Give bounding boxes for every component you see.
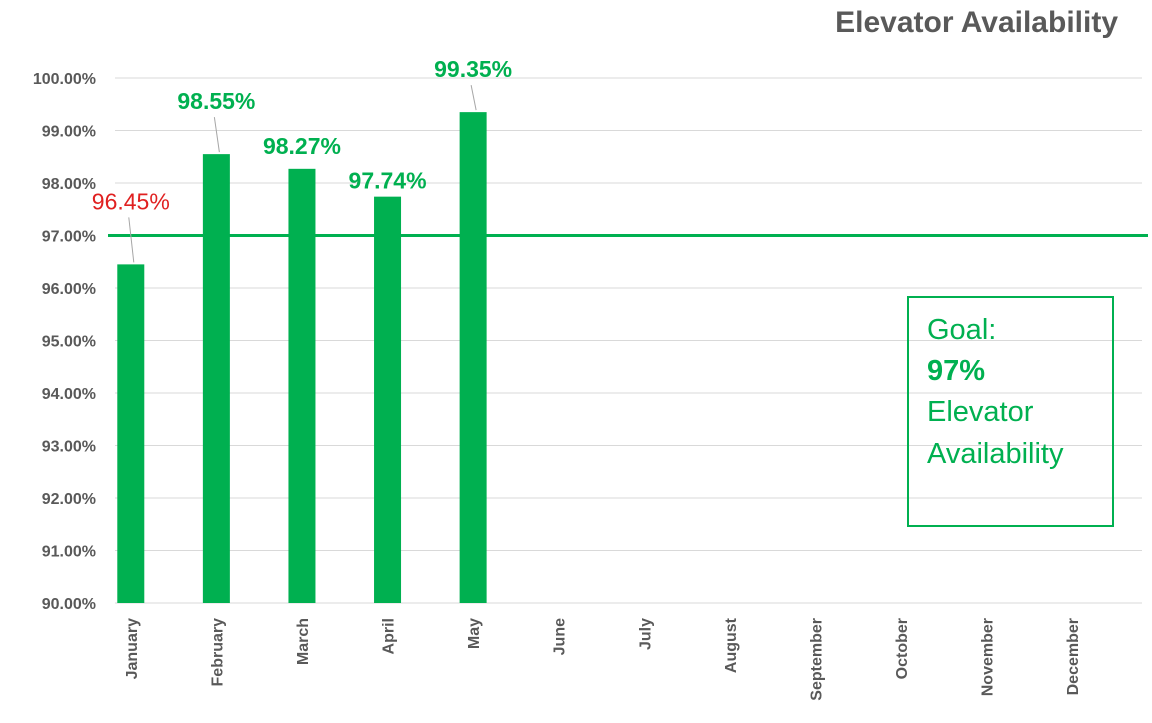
x-tick-label: July (637, 618, 654, 650)
y-tick-label: 98.00% (42, 176, 96, 193)
y-tick-label: 96.00% (42, 281, 96, 298)
y-tick-label: 99.00% (42, 124, 96, 141)
x-tick-label: August (723, 617, 740, 673)
bar (202, 154, 230, 603)
y-tick-label: 91.00% (42, 544, 96, 561)
x-tick-label: September (808, 618, 825, 701)
goal-line3: Elevator (927, 396, 1034, 429)
leader-line (470, 85, 477, 111)
y-tick-label: 93.00% (42, 439, 96, 456)
x-tick-label: February (209, 618, 226, 687)
x-tick-label: November (980, 618, 997, 696)
bar (374, 196, 402, 603)
goal-value: 97% (927, 355, 986, 388)
data-label: 96.45% (92, 188, 170, 214)
x-tick-label: December (1065, 618, 1082, 695)
y-tick-label: 94.00% (42, 386, 96, 403)
y-tick-label: 92.00% (42, 491, 96, 508)
data-label: 99.35% (434, 56, 512, 82)
goal-line4: Availability (927, 437, 1064, 470)
x-tick-label: May (466, 618, 483, 649)
data-label: 98.55% (177, 88, 255, 114)
data-label: 98.27% (263, 133, 341, 159)
x-tick-label: January (124, 618, 141, 679)
bar (288, 168, 316, 603)
bar (117, 264, 145, 603)
y-tick-label: 95.00% (42, 334, 96, 351)
goal-line1: Goal: (927, 314, 997, 346)
y-tick-label: 90.00% (42, 596, 96, 613)
x-tick-label: April (381, 618, 398, 654)
leader-line (213, 117, 220, 153)
y-tick-label: 100.00% (33, 71, 96, 88)
y-tick-label: 97.00% (42, 229, 96, 246)
chart-title: Elevator Availability (835, 6, 1118, 39)
goal-annotation-box: Goal: 97% Elevator Availability (907, 296, 1114, 527)
bar (459, 112, 487, 603)
x-tick-label: October (894, 618, 911, 679)
leader-line (128, 217, 135, 263)
data-label: 97.74% (349, 168, 427, 194)
x-tick-label: June (552, 618, 569, 655)
x-tick-label: March (295, 618, 312, 665)
